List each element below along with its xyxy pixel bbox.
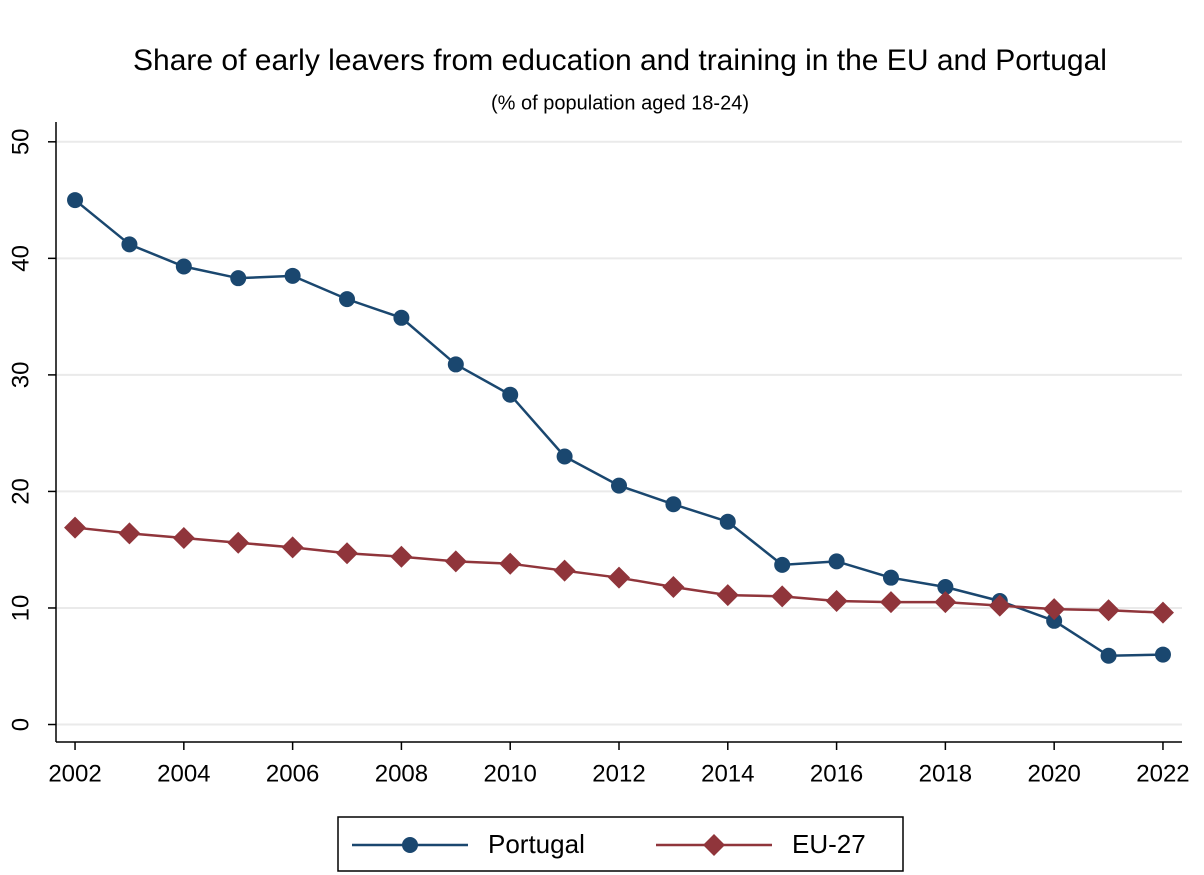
data-point <box>1151 601 1174 624</box>
data-point <box>556 448 573 465</box>
y-tick-label: 30 <box>7 362 34 389</box>
data-point <box>825 589 848 612</box>
legend-label: Portugal <box>488 829 585 859</box>
data-point <box>447 356 464 373</box>
data-point <box>502 386 519 403</box>
data-point <box>719 513 736 530</box>
data-point <box>393 309 410 326</box>
data-point <box>774 556 791 573</box>
x-tick-label: 2006 <box>266 760 319 787</box>
data-point <box>1100 647 1117 664</box>
data-point <box>882 569 899 586</box>
chart-subtitle: (% of population aged 18-24) <box>491 92 749 114</box>
data-point <box>336 542 359 565</box>
data-point <box>828 553 845 570</box>
data-point <box>499 552 522 575</box>
x-tick-label: 2002 <box>48 760 101 787</box>
data-point <box>284 267 301 284</box>
x-tick-label: 2014 <box>701 760 754 787</box>
data-point <box>1097 599 1120 622</box>
data-point <box>1043 598 1066 621</box>
legend-label: EU-27 <box>792 829 866 859</box>
data-point <box>1046 612 1063 629</box>
x-tick-label: 2018 <box>919 760 972 787</box>
data-point <box>988 594 1011 617</box>
data-point <box>67 192 84 209</box>
y-tick-label: 20 <box>7 478 34 505</box>
x-tick-label: 2004 <box>157 760 210 787</box>
data-point <box>444 550 467 573</box>
data-point <box>227 531 250 554</box>
data-point <box>172 527 195 550</box>
x-tick-label: 2022 <box>1136 760 1189 787</box>
legend-marker <box>703 834 725 856</box>
data-point <box>716 584 739 607</box>
x-tick-label: 2020 <box>1027 760 1080 787</box>
chart-title: Share of early leavers from education an… <box>133 44 1107 77</box>
data-point <box>611 477 627 494</box>
y-tick-label: 0 <box>7 718 34 731</box>
y-tick-label: 40 <box>7 245 34 272</box>
data-point <box>608 566 630 589</box>
data-point <box>339 291 356 308</box>
y-tick-label: 50 <box>7 128 34 155</box>
data-point <box>879 591 902 614</box>
data-point <box>665 496 682 513</box>
data-point <box>64 516 87 539</box>
data-point <box>662 576 685 598</box>
data-point <box>118 522 141 545</box>
data-point <box>230 270 247 287</box>
data-point <box>934 591 957 614</box>
data-point <box>390 545 413 568</box>
x-tick-label: 2016 <box>810 760 863 787</box>
data-point <box>175 258 192 275</box>
data-point <box>121 236 138 253</box>
x-tick-label: 2010 <box>484 760 537 787</box>
x-tick-label: 2008 <box>375 760 428 787</box>
data-point <box>771 585 794 608</box>
data-point <box>281 536 304 559</box>
data-point <box>937 579 954 595</box>
y-tick-label: 10 <box>7 595 34 622</box>
data-point <box>1154 646 1171 663</box>
legend-marker <box>402 837 418 853</box>
data-point <box>553 559 576 582</box>
x-tick-label: 2012 <box>592 760 645 787</box>
